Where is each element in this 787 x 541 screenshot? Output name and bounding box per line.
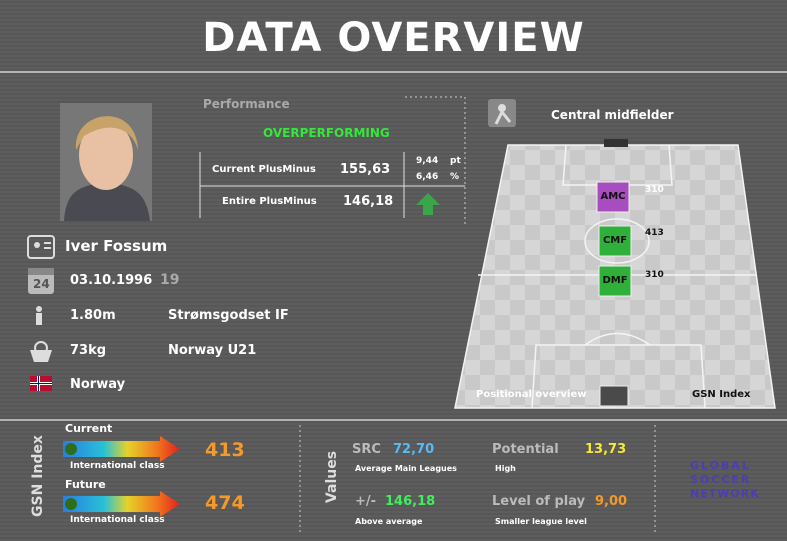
role-value: 310: [645, 185, 664, 195]
level-label: Level of play: [492, 494, 586, 509]
gsn-label: GSN Index: [29, 435, 46, 517]
logo-line: GLOBAL: [690, 459, 751, 472]
gsn-current-class: International class: [70, 461, 165, 471]
calendar-day: 24: [33, 277, 50, 291]
logo-line: NETWORK: [690, 487, 760, 500]
birthdate: 03.10.1996: [70, 273, 153, 288]
src-note: Average Main Leagues: [355, 464, 457, 473]
potential-label: Potential: [492, 442, 559, 457]
plusminus-note: Above average: [355, 517, 423, 526]
entire-value: 146,18: [343, 194, 394, 209]
weight: 73kg: [70, 343, 107, 358]
gsn-future-label: Future: [65, 478, 106, 491]
height: 1.80m: [70, 308, 116, 323]
role-value: 413: [645, 228, 664, 238]
pitch-caption: GSN Index: [692, 389, 751, 400]
potential-value: 13,73: [585, 442, 627, 457]
src-value: 72,70: [393, 442, 435, 457]
delta: 9,44: [416, 156, 439, 166]
role-label: CMF: [602, 235, 628, 246]
level-note: Smaller league level: [495, 517, 587, 526]
potential-note: High: [495, 464, 516, 473]
delta-unit: pt: [450, 156, 461, 166]
player-name: Iver Fossum: [65, 237, 168, 255]
src-label: SRC: [352, 442, 381, 457]
team: Norway U21: [168, 343, 257, 358]
gsn-current-value: 413: [205, 439, 245, 461]
percent-unit: %: [450, 172, 460, 182]
nationality: Norway: [70, 377, 126, 392]
performance-status: OVERPERFORMING: [263, 126, 390, 140]
values-label: Values: [324, 450, 341, 504]
pitch-caption: Positional overview: [476, 389, 587, 400]
role-value: 310: [645, 270, 664, 280]
current-label: Current PlusMinus: [212, 164, 316, 175]
current-value: 155,63: [340, 162, 391, 177]
gsn-current-label: Current: [65, 422, 113, 435]
performance-label: Performance: [203, 97, 290, 111]
percent: 6,46: [416, 172, 439, 182]
entire-label: Entire PlusMinus: [222, 196, 317, 207]
age: 19: [160, 272, 180, 288]
role-label: DMF: [602, 275, 628, 286]
plusminus-value: 146,18: [385, 494, 436, 509]
role-label: AMC: [600, 191, 626, 202]
level-value: 9,00: [595, 494, 628, 509]
title: DATA OVERVIEW: [202, 15, 585, 61]
gsn-future-value: 474: [205, 492, 245, 514]
position: Central midfielder: [551, 108, 674, 122]
gsn-future-class: International class: [70, 515, 165, 525]
logo-line: SOCCER: [690, 473, 752, 486]
club: Strømsgodset IF: [168, 308, 289, 323]
plusminus-label: +/-: [355, 494, 377, 509]
